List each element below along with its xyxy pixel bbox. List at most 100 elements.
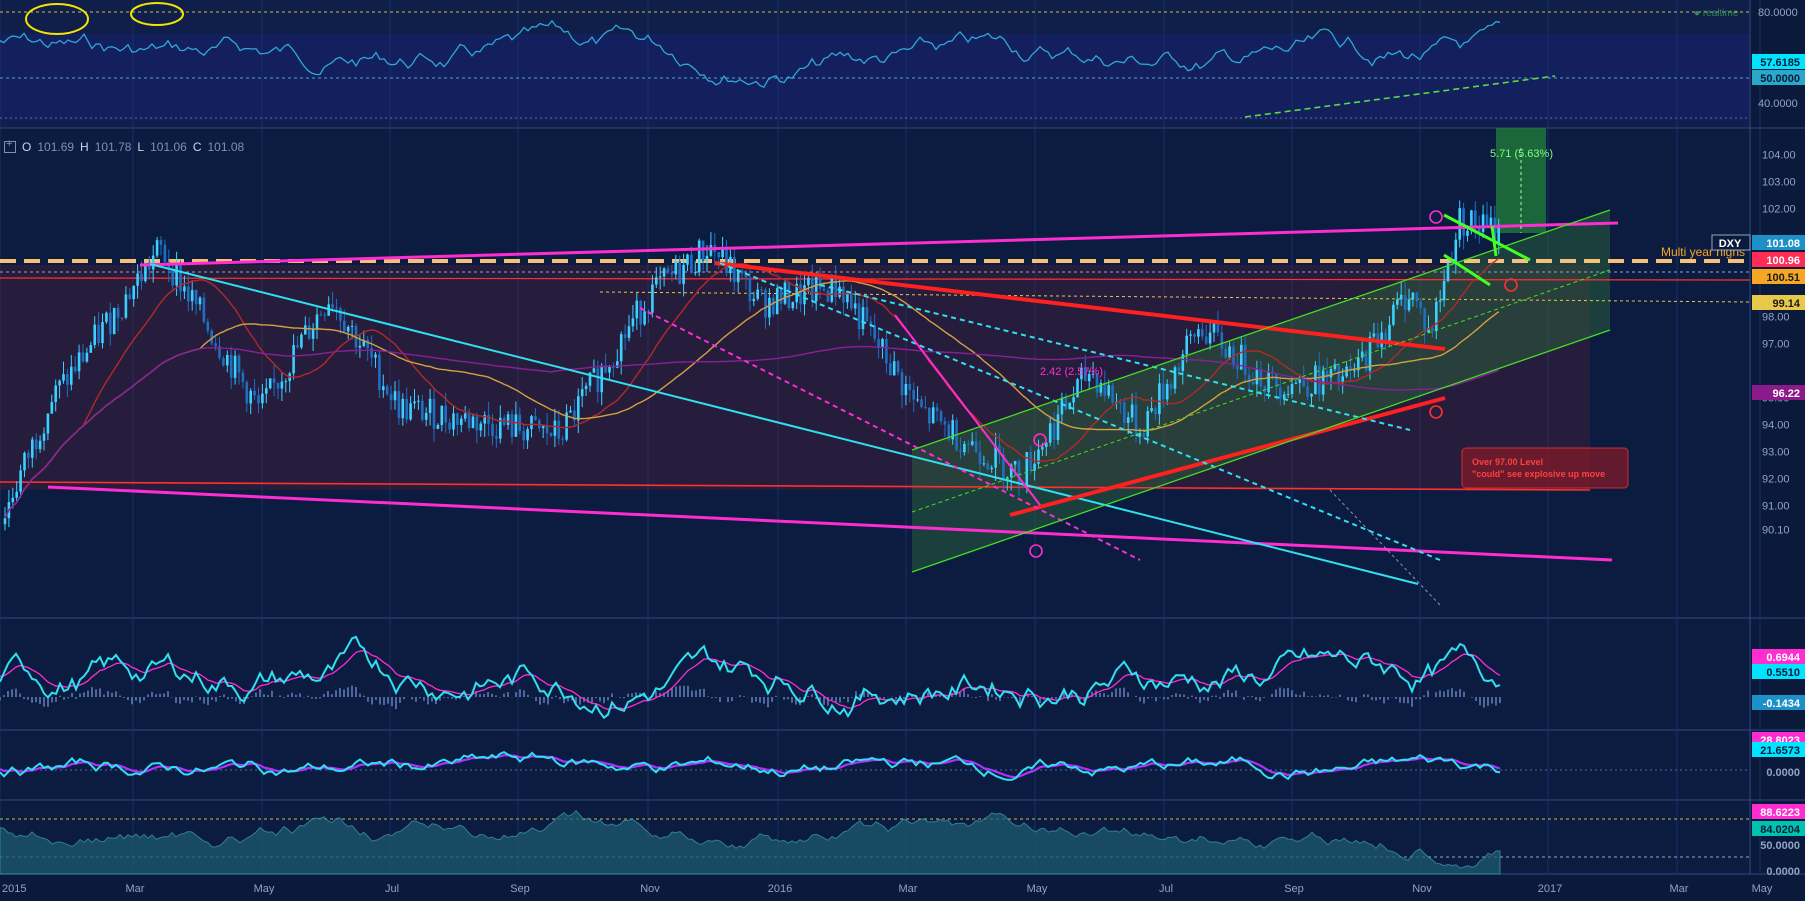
candle-body [109,312,112,335]
candle-body [378,354,381,391]
candle-body [483,415,486,424]
x-axis-label: Nov [1412,883,1432,895]
candle-body [393,391,397,401]
flag-line [1490,225,1498,257]
x-axis-label: May [254,883,275,895]
candle-body [444,405,447,423]
price-axis-label: 91.00 [1762,500,1790,512]
candle-body [916,399,919,401]
candle-body [1357,357,1360,371]
candle-body [296,345,299,348]
candle-body [1279,387,1282,399]
candle-body [814,276,818,302]
candle-body [912,389,915,400]
price-tag: 100.96 [1766,255,1800,267]
red-downtrend-line [714,261,1446,351]
expand-icon[interactable] [4,138,16,153]
candle-body [943,421,947,425]
candle-body [89,344,93,353]
candle-body [565,412,568,440]
candle-body [850,292,853,309]
candle-body [85,352,89,362]
macd-tag: 0.5510 [1766,667,1800,679]
candle-body [249,390,252,404]
osc-tag: 0.0000 [1766,866,1800,878]
candle-body [27,452,30,458]
candle-body [1419,301,1422,309]
x-axis-label: Jul [1159,883,1173,895]
candle-body [1193,334,1196,337]
rsi-axis-label: 80.0000 [1758,7,1798,19]
candle-body [284,381,288,383]
highlight-ellipse [25,3,89,35]
candle-body [1033,463,1036,471]
candle-body [733,256,736,283]
highlight-ellipse [130,2,184,26]
macd-tag-bg [1752,664,1805,679]
candle-body [1084,367,1087,382]
price-tag-bg [1752,385,1805,400]
candle-body [1364,351,1368,371]
osc-tag-bg [1752,821,1805,836]
candle-body [577,396,580,421]
measure-label: 5.71 (5.63%) [1490,148,1553,160]
event-marker-icon [1504,278,1518,292]
candle-body [1438,300,1442,302]
candle-body [1302,377,1305,387]
candle-body [424,412,428,420]
candle-body [1333,364,1337,369]
candle-body [674,261,678,275]
rsi-tag-bg [1752,54,1805,69]
candle-body [1154,408,1157,415]
candle-body [569,410,572,413]
candle-body [631,318,635,327]
candle-body [366,339,369,349]
candle-body [77,352,81,372]
candle-body [214,343,217,347]
candle-body [807,277,810,286]
x-axis-label: Jul [385,883,399,895]
x-axis-label: Sep [510,883,530,895]
candle-body [967,443,970,445]
candle-body [331,304,334,308]
candle-body [440,405,444,425]
candle-body [896,361,900,373]
candle-body [826,290,830,302]
candle-body [1208,332,1212,344]
candle-body [1087,374,1091,382]
candle-body [889,363,892,376]
candle-body [1056,414,1060,440]
candle-body [772,297,775,315]
candle-body [187,286,190,302]
candle-body [144,262,147,282]
candle-body [70,366,73,385]
candle-body [1228,346,1231,358]
x-axis-label: Mar [126,883,145,895]
candle-body [970,441,974,445]
candle-body [584,385,588,390]
candle-body [358,345,362,348]
candle-body [1150,408,1153,412]
candle-body [1181,354,1185,372]
candle-body [1286,394,1290,396]
candle-body [1325,370,1329,378]
dotted-line [1329,489,1441,606]
candle-body [1345,366,1348,377]
candle-body [588,372,592,386]
candle-body [73,366,77,372]
candle-body [179,265,182,292]
candle-body [1017,460,1021,486]
candle-body [93,324,96,345]
candle-body [545,426,549,434]
candle-body [190,290,194,302]
candle-body [530,416,533,430]
candle-body [709,245,713,256]
candle-body [1204,336,1208,344]
candle-body [132,285,135,300]
price-axis-label: 104.00 [1762,149,1796,161]
candle-body [1423,308,1426,333]
candle-body [276,382,280,389]
candle-body [760,289,763,291]
